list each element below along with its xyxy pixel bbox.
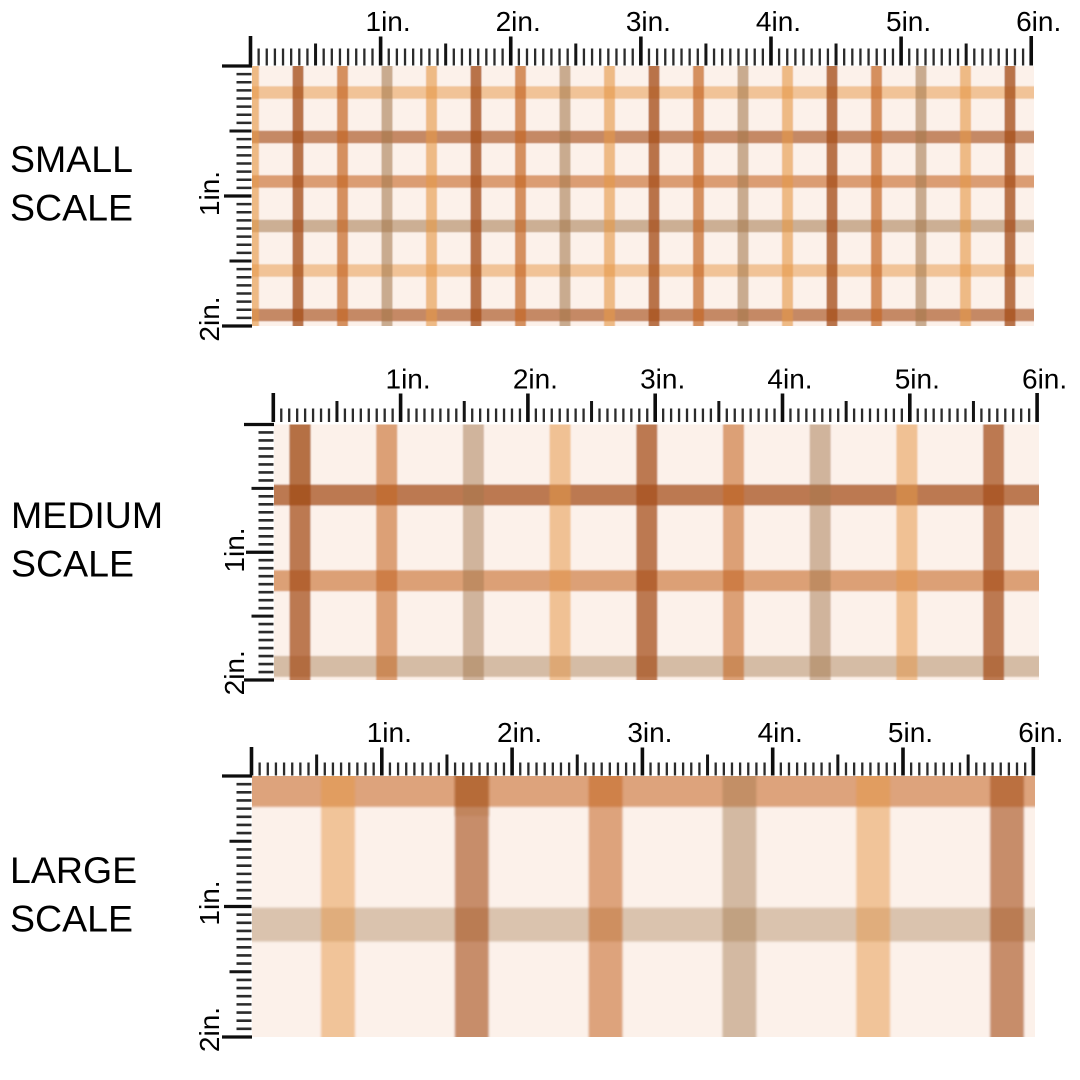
svg-text:4in.: 4in. xyxy=(767,364,812,395)
svg-text:1in.: 1in. xyxy=(194,171,225,216)
svg-text:3in.: 3in. xyxy=(640,364,685,395)
svg-text:2in.: 2in. xyxy=(496,6,541,37)
svg-text:3in.: 3in. xyxy=(627,717,672,748)
svg-text:1in.: 1in. xyxy=(366,6,411,37)
svg-text:5in.: 5in. xyxy=(895,364,940,395)
svg-text:1in.: 1in. xyxy=(219,527,250,572)
svg-text:MEDIUM: MEDIUM xyxy=(11,494,163,536)
svg-text:SCALE: SCALE xyxy=(11,543,134,585)
svg-text:SCALE: SCALE xyxy=(10,186,133,228)
svg-text:1in.: 1in. xyxy=(367,717,412,748)
svg-text:3in.: 3in. xyxy=(626,6,671,37)
svg-text:4in.: 4in. xyxy=(756,6,801,37)
svg-text:6in.: 6in. xyxy=(1018,717,1063,748)
svg-text:LARGE: LARGE xyxy=(10,849,137,891)
svg-text:2in.: 2in. xyxy=(219,650,250,695)
svg-text:6in.: 6in. xyxy=(1022,364,1067,395)
svg-text:1in.: 1in. xyxy=(194,880,225,925)
svg-text:6in.: 6in. xyxy=(1016,6,1061,37)
svg-text:5in.: 5in. xyxy=(888,717,933,748)
svg-text:SMALL: SMALL xyxy=(10,138,133,180)
svg-text:SCALE: SCALE xyxy=(10,898,133,940)
svg-text:2in.: 2in. xyxy=(194,296,225,341)
svg-text:2in.: 2in. xyxy=(513,364,558,395)
svg-text:4in.: 4in. xyxy=(758,717,803,748)
svg-text:5in.: 5in. xyxy=(886,6,931,37)
svg-text:2in.: 2in. xyxy=(497,717,542,748)
svg-text:1in.: 1in. xyxy=(386,364,431,395)
svg-text:2in.: 2in. xyxy=(194,1007,225,1052)
